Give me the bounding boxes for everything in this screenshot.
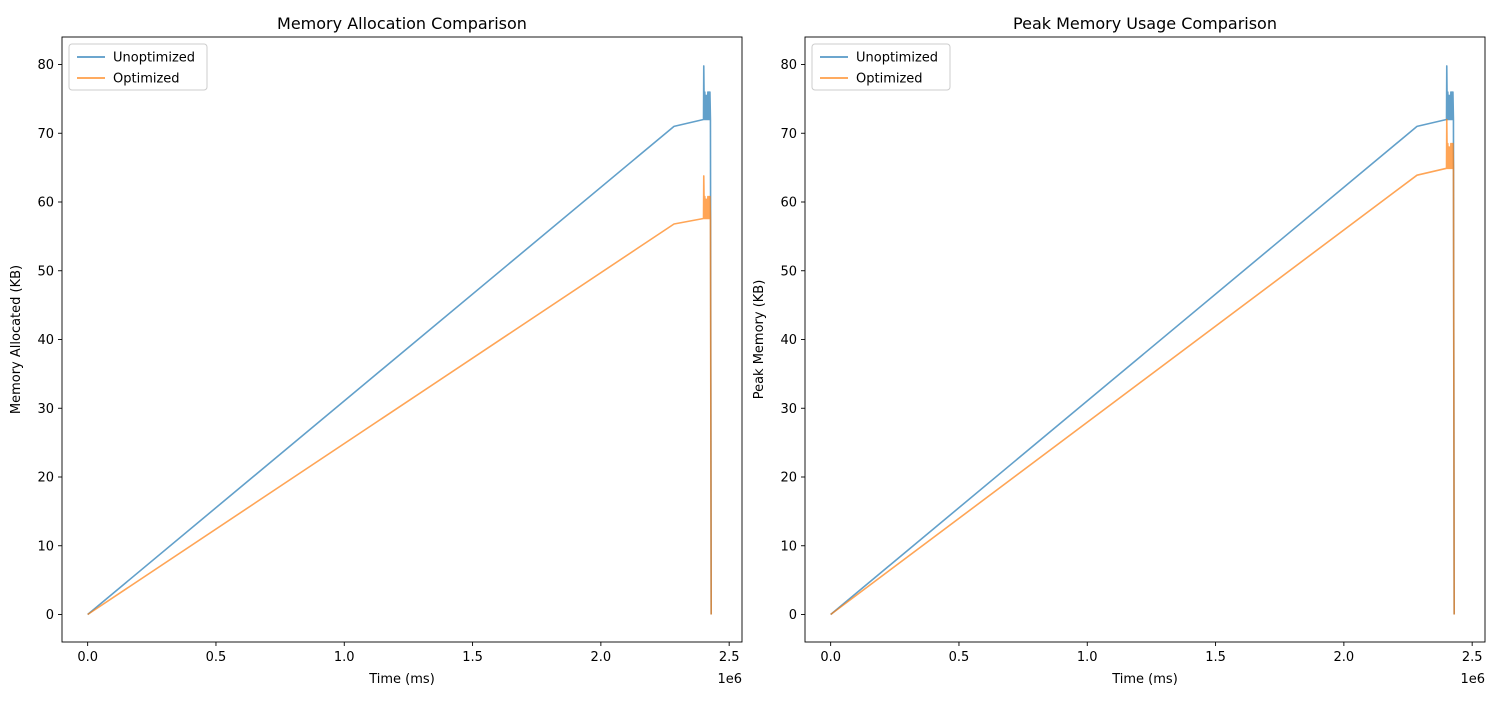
chart1-title: Peak Memory Usage Comparison — [1013, 14, 1277, 33]
chart-peak-memory: Peak Memory Usage Comparison 0.0 0.5 1.0 1.5… — [752, 14, 1486, 687]
chart1-legend-label-unoptimized: Unoptimized — [856, 51, 938, 66]
chart1-xtick-label: 1.0 — [1077, 650, 1098, 665]
chart0-ytick-label: 60 — [37, 196, 54, 211]
chart1-series-line-unoptimized — [830, 65, 1456, 616]
chart1-ytick-label: 80 — [780, 58, 797, 73]
chart1-legend-label-optimized: Optimized — [856, 72, 923, 87]
chart1-xtick-label: 2.5 — [1462, 650, 1483, 665]
chart1-ytick-label: 70 — [780, 127, 797, 142]
chart1-xtick-label: 0.5 — [949, 650, 970, 665]
chart0-ytick-label: 30 — [37, 402, 54, 417]
chart1-ytick-label: 50 — [780, 264, 797, 279]
chart0-legend: Unoptimized Optimized — [68, 43, 208, 91]
chart0-ytick-label: 10 — [37, 539, 54, 554]
chart0-ytick-label: 40 — [37, 333, 54, 348]
chart0-xtick-label: 1.5 — [462, 650, 483, 665]
chart1-ytick-label: 60 — [780, 196, 797, 211]
chart0-legend-label-optimized: Optimized — [113, 72, 180, 87]
chart0-ytick-label: 70 — [37, 127, 54, 142]
chart0-legend-label-unoptimized: Unoptimized — [113, 51, 195, 66]
chart1-series-line-optimized — [830, 118, 1456, 616]
chart0-ytick-label: 0 — [46, 608, 54, 623]
chart0-xtick-label: 2.5 — [719, 650, 740, 665]
chart0-ylabel: Memory Allocated (KB) — [9, 265, 24, 414]
chart-memory-allocation: Memory Allocation Comparison 0.0 0.5 1.0 1.5… — [9, 14, 743, 687]
chart0-xtick-label: 2.0 — [591, 650, 612, 665]
chart1-x-offset-text: 1e6 — [1460, 672, 1485, 687]
chart1-legend: Unoptimized Optimized — [811, 43, 951, 91]
chart0-x-offset-text: 1e6 — [717, 672, 742, 687]
chart1-ytick-label: 40 — [780, 333, 797, 348]
chart0-title: Memory Allocation Comparison — [277, 14, 527, 33]
chart0-ytick-label: 50 — [37, 264, 54, 279]
chart0-xlabel: Time (ms) — [368, 672, 435, 687]
chart1-ytick-label: 30 — [780, 402, 797, 417]
chart0-series-line-unoptimized — [87, 65, 713, 616]
chart1-ylabel: Peak Memory (KB) — [752, 280, 767, 400]
chart0-xtick-label: 0.0 — [77, 650, 98, 665]
chart1-xtick-label: 1.5 — [1205, 650, 1226, 665]
chart1-xlabel: Time (ms) — [1111, 672, 1178, 687]
chart0-ytick-label: 20 — [37, 471, 54, 486]
chart0-series-line-optimized — [87, 175, 713, 616]
chart1-ytick-label: 0 — [789, 608, 797, 623]
chart0-ytick-label: 80 — [37, 58, 54, 73]
chart1-ytick-label: 20 — [780, 471, 797, 486]
chart1-ytick-label: 10 — [780, 539, 797, 554]
chart1-xtick-label: 0.0 — [820, 650, 841, 665]
chart0-xtick-label: 1.0 — [334, 650, 355, 665]
chart1-xtick-label: 2.0 — [1334, 650, 1355, 665]
chart0-xtick-label: 0.5 — [206, 650, 227, 665]
